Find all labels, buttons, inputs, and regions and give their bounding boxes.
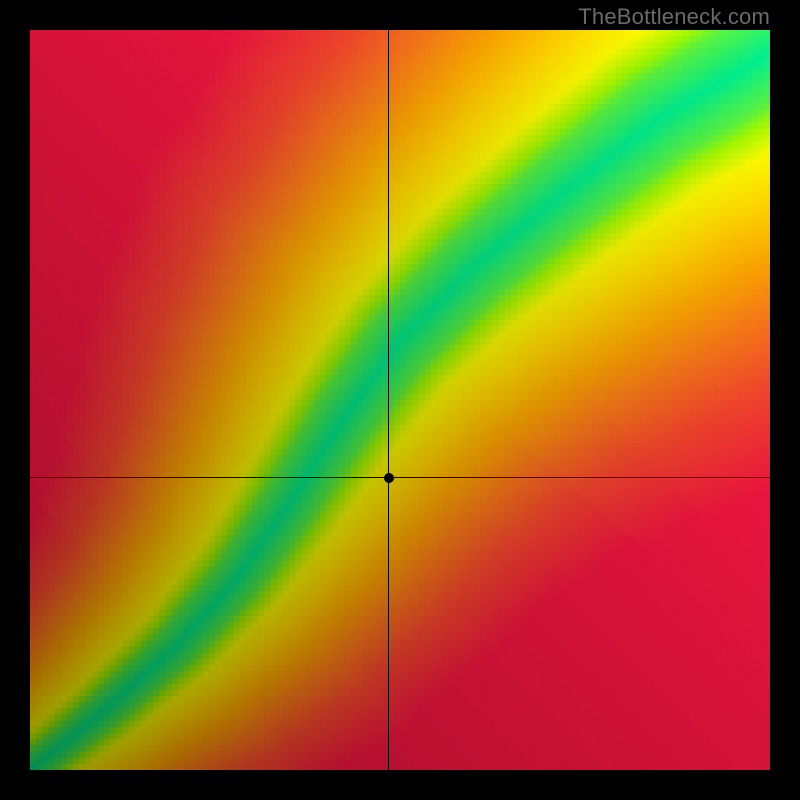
watermark-text: TheBottleneck.com [578, 4, 770, 30]
crosshair-horizontal [30, 477, 770, 478]
crosshair-marker [384, 473, 394, 483]
plot-area [30, 30, 770, 770]
crosshair-vertical [388, 30, 389, 770]
bottleneck-heatmap [30, 30, 770, 770]
chart-container: TheBottleneck.com [0, 0, 800, 800]
